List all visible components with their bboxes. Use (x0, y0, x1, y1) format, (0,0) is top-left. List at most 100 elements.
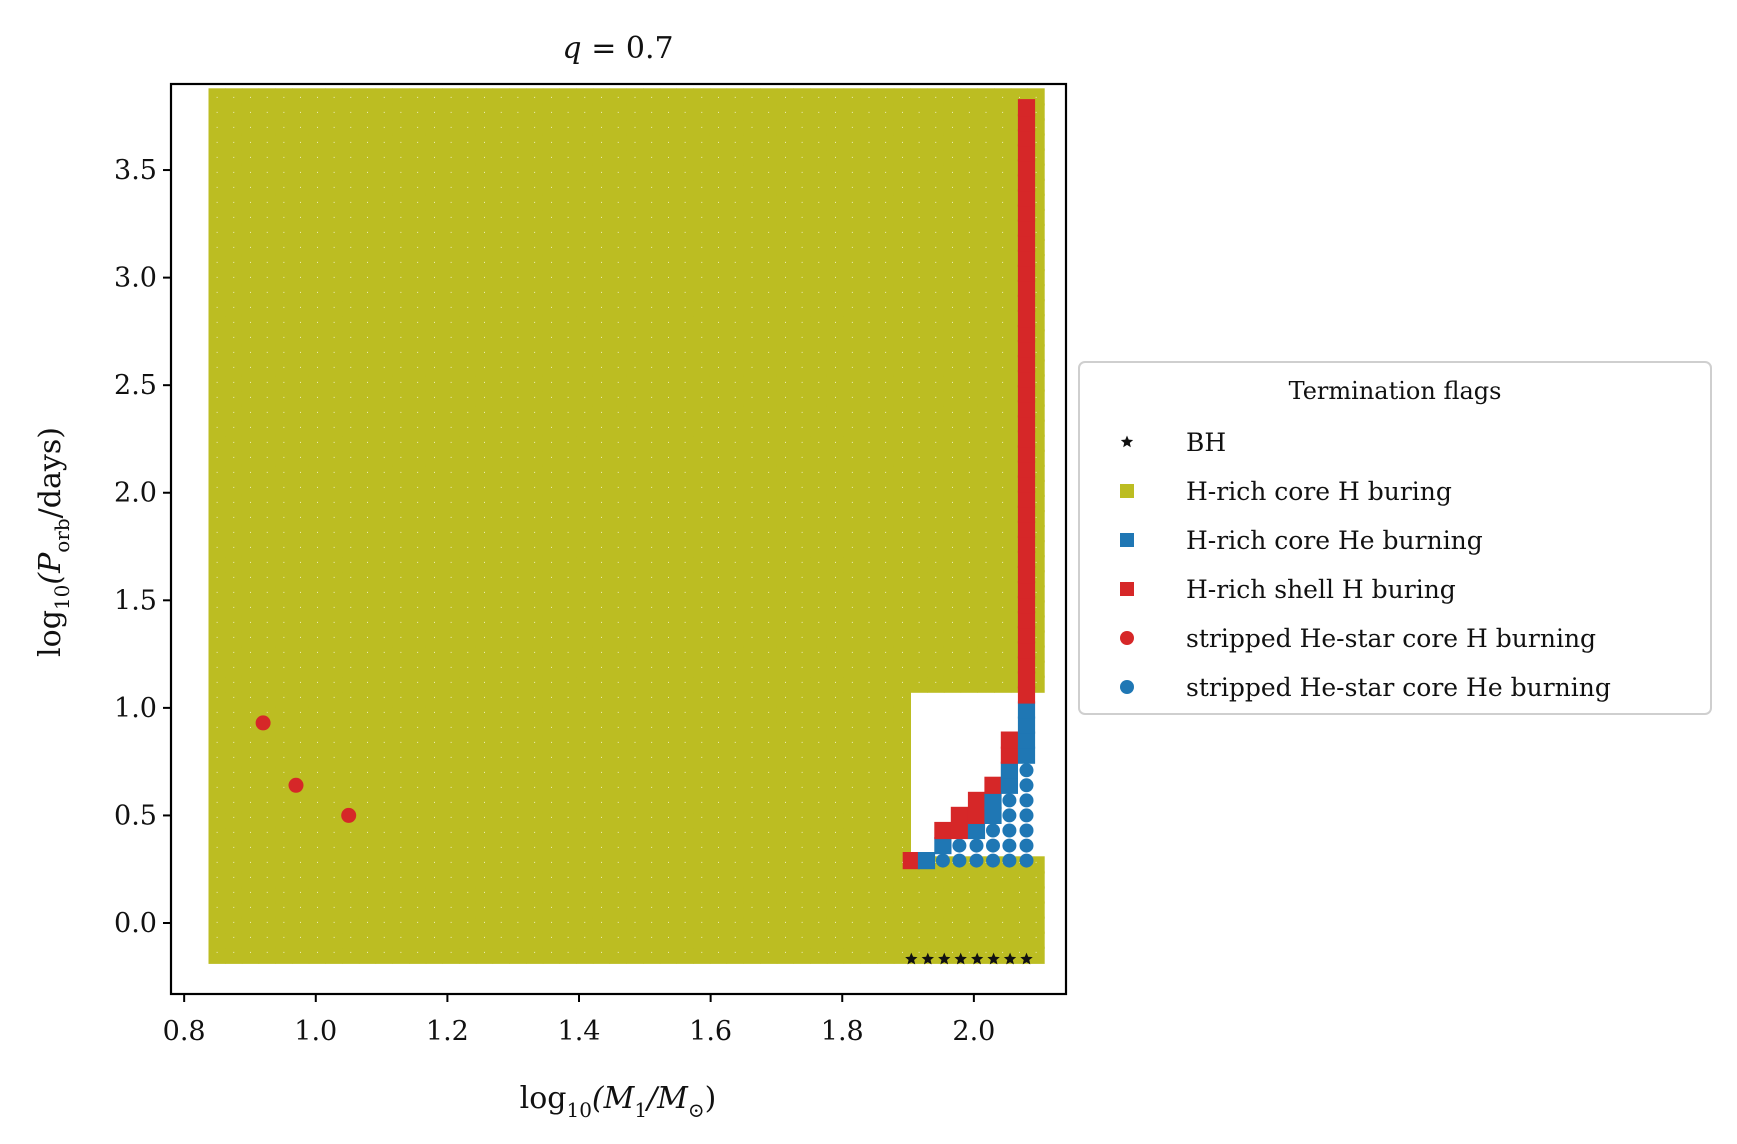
grid-square-h-core-h (375, 705, 393, 723)
grid-square-h-core-h (643, 555, 661, 573)
grid-square-h-core-h (292, 750, 310, 769)
grid-square-h-core-h (977, 585, 995, 603)
grid-square-h-core-h (760, 766, 778, 784)
legend-label: stripped He-star core H burning (1186, 624, 1596, 653)
grid-square-h-core-h (960, 630, 978, 648)
grid-square-h-core-h (542, 705, 560, 723)
grid-square-h-core-h (442, 811, 460, 829)
grid-square-h-core-h (509, 705, 527, 723)
grid-square-h-core-h (442, 359, 460, 377)
grid-square-h-core-h (927, 871, 945, 889)
x-tick-label: 1.8 (821, 1016, 864, 1047)
grid-square-h-core-h (576, 781, 594, 799)
grid-square-h-core-h (559, 735, 577, 753)
grid-square-h-core-h (860, 946, 878, 964)
grid-square-h-core-h (626, 856, 644, 874)
grid-square-h-core-h (743, 811, 761, 829)
grid-square-h-core-h (793, 750, 811, 769)
grid-square-h-core-h (776, 811, 794, 829)
grid-square-h-core-h (826, 750, 845, 769)
grid-square-h-core-h (576, 750, 594, 769)
grid-square-h-core-h (475, 871, 494, 889)
grid-square-h-core-h (893, 705, 911, 723)
grid-square-h-core-h (877, 419, 895, 437)
grid-square-h-core-h (776, 796, 794, 814)
grid-square-h-core-h (542, 916, 560, 934)
grid-square-h-core-h (576, 901, 594, 919)
grid-square-h-core-h (643, 660, 661, 678)
grid-square-h-core-h (409, 419, 427, 437)
grid-square-h-core-h (542, 464, 560, 482)
grid-square-h-core-h (943, 419, 962, 437)
grid-square-h-core-h (609, 705, 627, 723)
grid-square-h-core-h (442, 901, 460, 919)
grid-square-h-core-h (392, 404, 410, 422)
grid-square-h-core-h (626, 826, 644, 844)
column-square-shell-h (1017, 671, 1036, 689)
grid-square-h-core-h (292, 886, 310, 904)
grid-square-h-core-h (693, 419, 711, 437)
grid-square-h-core-h (877, 886, 895, 904)
grid-square-h-core-h (358, 449, 377, 467)
grid-square-h-core-h (743, 946, 761, 964)
grid-square-h-core-h (960, 510, 978, 528)
grid-square-h-core-h (743, 735, 761, 753)
grid-square-h-core-h (459, 690, 477, 708)
grid-square-h-core-h (542, 781, 560, 799)
grid-square-h-core-h (442, 419, 460, 437)
grid-square-h-core-h (208, 630, 226, 648)
grid-square-h-core-h (860, 705, 878, 723)
grid-square-h-core-h (325, 766, 343, 784)
grid-square-h-core-h (392, 901, 410, 919)
grid-square-h-core-h (810, 600, 828, 618)
grid-square-h-core-h (793, 449, 811, 467)
grid-square-h-core-h (726, 811, 744, 829)
grid-square-h-core-h (542, 404, 560, 422)
grid-square-h-core-h (994, 615, 1012, 633)
grid-square-h-core-h (994, 389, 1012, 407)
grid-square-h-core-h (643, 389, 661, 407)
grid-square-h-core-h (492, 750, 510, 769)
grid-square-h-core-h (492, 735, 510, 753)
y-axis-title: log10(Porb/days) (33, 427, 74, 657)
grid-square-h-core-h (676, 796, 694, 814)
grid-square-h-core-h (526, 946, 544, 964)
grid-square-h-core-h (960, 931, 978, 949)
column-square-shell-h (1017, 159, 1036, 177)
grid-square-h-core-h (392, 615, 410, 633)
grid-square-h-core-h (826, 585, 845, 603)
grid-square-h-core-h (709, 871, 728, 889)
grid-square-h-core-h (308, 510, 326, 528)
grid-square-h-core-h (910, 630, 928, 648)
grid-square-h-core-h (877, 510, 895, 528)
grid-square-h-core-h (626, 510, 644, 528)
grid-square-h-core-h (225, 374, 243, 392)
grid-square-h-core-h (425, 419, 443, 437)
grid-square-h-core-h (392, 555, 410, 573)
grid-square-h-core-h (793, 389, 811, 407)
grid-square-h-core-h (275, 525, 293, 543)
grid-square-h-core-h (793, 931, 811, 949)
grid-square-h-core-h (726, 946, 744, 964)
grid-square-h-core-h (826, 630, 845, 648)
y-axis: 0.00.51.01.52.02.53.03.5 (114, 155, 171, 939)
grid-square-h-core-h (893, 615, 911, 633)
grid-square-h-core-h (609, 856, 627, 874)
grid-square-h-core-h (459, 525, 477, 543)
grid-square-h-core-h (592, 570, 611, 588)
grid-square-h-core-h (877, 630, 895, 648)
grid-square-h-core-h (509, 600, 527, 618)
grid-square-h-core-h (960, 434, 978, 452)
grid-square-h-core-h (258, 735, 276, 753)
grid-square-h-core-h (241, 434, 260, 452)
grid-square-h-core-h (726, 510, 744, 528)
grid-square-h-core-h (542, 449, 560, 467)
grid-square-h-core-h (592, 419, 611, 437)
grid-square-h-core-h (275, 901, 293, 919)
corner-square-core-he (1000, 776, 1018, 794)
grid-square-h-core-h (509, 660, 527, 678)
grid-square-h-core-h (910, 464, 928, 482)
grid-square-h-core-h (542, 570, 560, 588)
grid-square-h-core-h (542, 931, 560, 949)
grid-square-h-core-h (826, 931, 845, 949)
